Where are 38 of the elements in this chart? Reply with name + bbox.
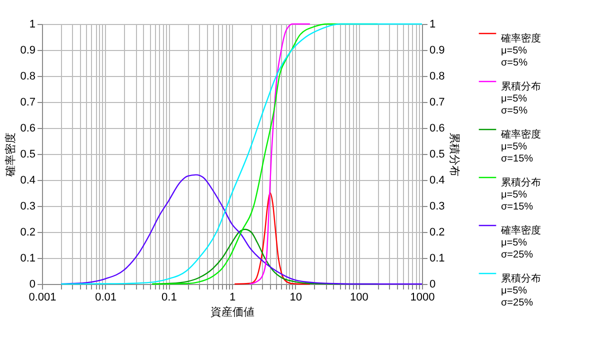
x-tick-label: 0.1 xyxy=(162,292,177,304)
y2-tick-label: 0.3 xyxy=(430,200,445,212)
y2-tick-label: 0.2 xyxy=(430,226,445,238)
y-tick-label: 0.1 xyxy=(20,252,36,264)
legend-label: 確率密度 μ=5% σ=25% xyxy=(500,224,541,260)
y2-tick-label: 0.6 xyxy=(430,122,445,134)
legend-label: 確率密度 μ=5% σ=5% xyxy=(500,32,541,68)
y2-tick-label: 0.8 xyxy=(430,70,445,82)
x-axis-title: 資産価値 xyxy=(210,306,254,318)
y-tick-label: 0 xyxy=(29,278,36,290)
legend-label: 累積分布 μ=5% σ=5% xyxy=(501,80,541,116)
y-tick-label: 0.4 xyxy=(20,174,36,186)
y2-tick-label: 0.5 xyxy=(430,148,445,160)
x-tick-label: 100 xyxy=(350,292,368,304)
x-tick-label: 0.01 xyxy=(95,292,117,304)
y2-tick-label: 1 xyxy=(430,18,436,30)
y-tick-label: 0.9 xyxy=(20,44,36,56)
y-tick-label: 0.2 xyxy=(20,226,36,238)
y-tick-label: 0.5 xyxy=(20,148,36,160)
y2-axis-title: 累積分布 xyxy=(448,132,460,176)
x-tick-label: 1000 xyxy=(410,292,435,304)
y-tick-label: 0.6 xyxy=(20,122,36,134)
x-tick-label: 10 xyxy=(290,292,302,304)
x-tick-label: 1 xyxy=(229,292,236,304)
y-tick-label: 0.3 xyxy=(20,200,36,212)
y-tick-label: 1 xyxy=(29,18,36,30)
y2-tick-label: 0.4 xyxy=(430,174,445,186)
y2-tick-label: 0.7 xyxy=(430,96,445,108)
y2-tick-label: 0.1 xyxy=(430,252,445,264)
y-axis-title: 確率密度 xyxy=(4,132,18,178)
y2-tick-label: 0 xyxy=(430,278,436,290)
legend-label: 累積分布 μ=5% σ=15% xyxy=(501,176,541,212)
x-tick-label: 0.001 xyxy=(28,292,56,304)
legend-label: 確率密度 μ=5% σ=15% xyxy=(500,128,541,164)
y2-tick-label: 0.9 xyxy=(430,44,445,56)
legend-label: 累積分布 μ=5% σ=25% xyxy=(501,272,541,308)
y-tick-label: 0.7 xyxy=(20,96,36,108)
y-tick-label: 0.8 xyxy=(20,70,36,82)
